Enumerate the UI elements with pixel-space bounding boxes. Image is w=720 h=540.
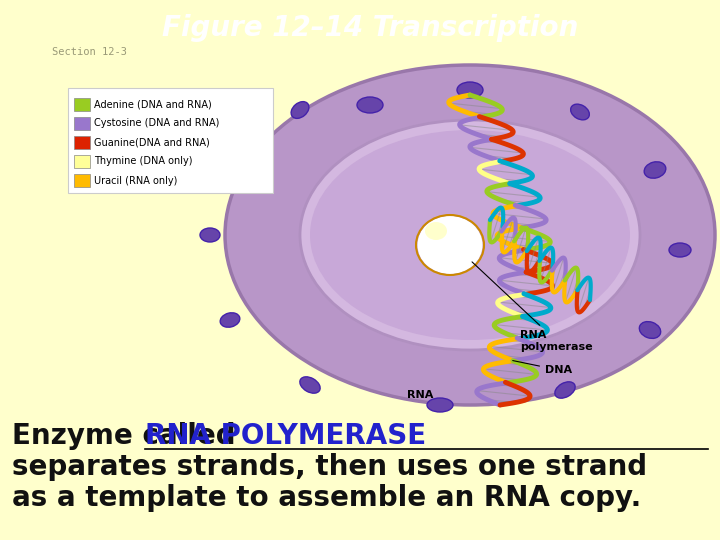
Ellipse shape <box>669 243 691 257</box>
Ellipse shape <box>200 228 220 242</box>
Text: RNA: RNA <box>407 390 433 400</box>
Ellipse shape <box>423 220 471 264</box>
Ellipse shape <box>424 221 467 260</box>
Ellipse shape <box>291 102 309 118</box>
Ellipse shape <box>422 220 472 265</box>
Ellipse shape <box>420 219 476 268</box>
Text: Guanine(DNA and RNA): Guanine(DNA and RNA) <box>94 138 210 147</box>
Bar <box>74 98 90 111</box>
Text: as a template to assemble an RNA copy.: as a template to assemble an RNA copy. <box>12 484 642 512</box>
Ellipse shape <box>639 322 661 339</box>
Bar <box>74 174 90 187</box>
Ellipse shape <box>421 219 475 267</box>
Ellipse shape <box>423 220 470 262</box>
Text: DNA: DNA <box>513 361 572 375</box>
Ellipse shape <box>427 398 453 412</box>
Text: Cystosine (DNA and RNA): Cystosine (DNA and RNA) <box>94 118 220 129</box>
Ellipse shape <box>420 218 478 269</box>
Ellipse shape <box>418 217 482 273</box>
Ellipse shape <box>420 218 477 269</box>
Ellipse shape <box>571 104 590 120</box>
Ellipse shape <box>426 222 464 258</box>
Bar <box>74 117 90 130</box>
Ellipse shape <box>300 120 640 350</box>
Text: Adenine (DNA and RNA): Adenine (DNA and RNA) <box>94 99 212 110</box>
Bar <box>74 155 90 168</box>
Ellipse shape <box>423 221 469 262</box>
Ellipse shape <box>357 97 383 113</box>
Ellipse shape <box>457 82 483 98</box>
Ellipse shape <box>425 222 467 259</box>
Ellipse shape <box>421 219 474 266</box>
Text: Uracil (RNA only): Uracil (RNA only) <box>94 176 177 186</box>
Ellipse shape <box>418 216 482 274</box>
Text: Enzyme called: Enzyme called <box>12 422 246 450</box>
Ellipse shape <box>220 313 240 327</box>
Text: RNA POLYMERASE: RNA POLYMERASE <box>145 422 426 450</box>
Text: Section 12-3: Section 12-3 <box>52 47 127 57</box>
Ellipse shape <box>225 65 715 405</box>
Ellipse shape <box>555 382 575 398</box>
Bar <box>74 136 90 149</box>
Ellipse shape <box>422 219 473 265</box>
Ellipse shape <box>425 222 447 240</box>
Text: Thymine (DNA only): Thymine (DNA only) <box>94 157 192 166</box>
Text: separates strands, then uses one strand: separates strands, then uses one strand <box>12 453 647 481</box>
Ellipse shape <box>418 217 481 272</box>
Ellipse shape <box>644 162 666 178</box>
Ellipse shape <box>419 218 479 271</box>
Ellipse shape <box>310 130 630 340</box>
Text: RNA
polymerase: RNA polymerase <box>472 262 593 352</box>
Ellipse shape <box>419 217 480 272</box>
FancyBboxPatch shape <box>68 88 273 193</box>
Ellipse shape <box>229 146 251 164</box>
Text: Figure 12–14 Transcription: Figure 12–14 Transcription <box>162 14 578 42</box>
Ellipse shape <box>300 377 320 393</box>
Ellipse shape <box>425 222 465 258</box>
Ellipse shape <box>424 221 468 261</box>
